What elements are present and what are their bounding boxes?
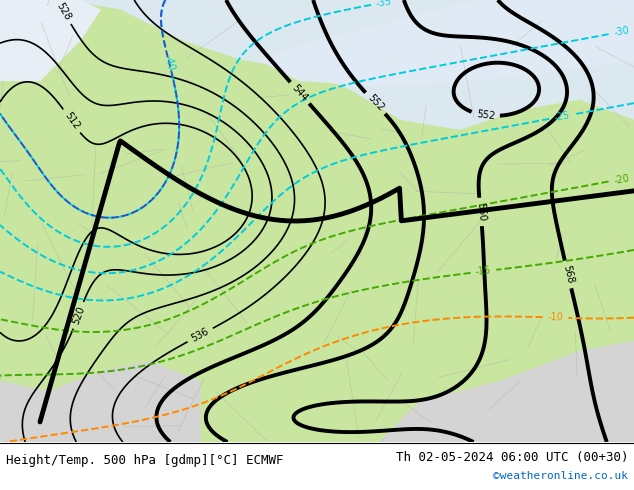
Polygon shape (0, 0, 634, 442)
Polygon shape (0, 362, 200, 442)
Text: -20: -20 (612, 173, 630, 186)
Text: -15: -15 (475, 266, 492, 277)
Text: 560: 560 (475, 202, 486, 221)
Text: 552: 552 (365, 93, 385, 114)
Text: -10: -10 (548, 312, 564, 323)
Text: ©weatheronline.co.uk: ©weatheronline.co.uk (493, 471, 628, 481)
Polygon shape (0, 0, 100, 80)
Polygon shape (380, 342, 634, 442)
Polygon shape (260, 0, 634, 85)
Text: -25: -25 (553, 110, 571, 123)
Text: -30: -30 (612, 25, 630, 38)
Text: Height/Temp. 500 hPa [gdmp][°C] ECMWF: Height/Temp. 500 hPa [gdmp][°C] ECMWF (6, 454, 283, 466)
Text: 536: 536 (190, 326, 210, 344)
Text: 520: 520 (70, 305, 86, 326)
Text: 568: 568 (561, 264, 575, 285)
Text: 544: 544 (290, 83, 309, 103)
Text: Th 02-05-2024 06:00 UTC (00+30): Th 02-05-2024 06:00 UTC (00+30) (396, 450, 628, 464)
Text: 552: 552 (476, 109, 496, 122)
Text: -35: -35 (375, 0, 392, 9)
Text: -40: -40 (162, 54, 176, 72)
Text: 512: 512 (62, 111, 81, 132)
Text: 528: 528 (55, 1, 73, 22)
